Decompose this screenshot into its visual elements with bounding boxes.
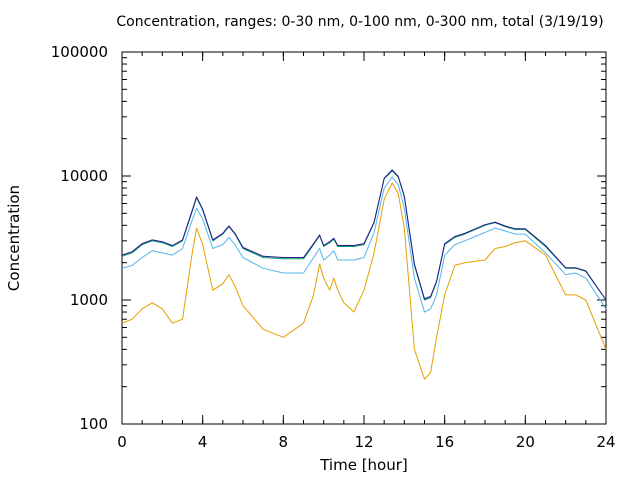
x-axis-label: Time [hour] bbox=[320, 456, 408, 474]
series-0-100nm-line bbox=[121, 176, 607, 313]
x-tick-label: 24 bbox=[596, 433, 615, 451]
y-tick-label: 1000 bbox=[70, 291, 108, 309]
y-tick-label: 100 bbox=[79, 415, 108, 433]
series-total-line bbox=[121, 169, 607, 301]
y-tick-label: 10000 bbox=[60, 167, 108, 185]
y-tick-label: 100000 bbox=[51, 43, 108, 61]
x-tick-label: 0 bbox=[117, 433, 127, 451]
x-tick-label: 16 bbox=[435, 433, 454, 451]
chart-title: Concentration, ranges: 0-30 nm, 0-100 nm… bbox=[116, 14, 604, 30]
x-tick-label: 12 bbox=[354, 433, 373, 451]
series-0-30nm-line bbox=[121, 182, 607, 380]
x-tick-label: 20 bbox=[516, 433, 535, 451]
x-tick-label: 8 bbox=[279, 433, 289, 451]
x-tick-label: 4 bbox=[198, 433, 208, 451]
